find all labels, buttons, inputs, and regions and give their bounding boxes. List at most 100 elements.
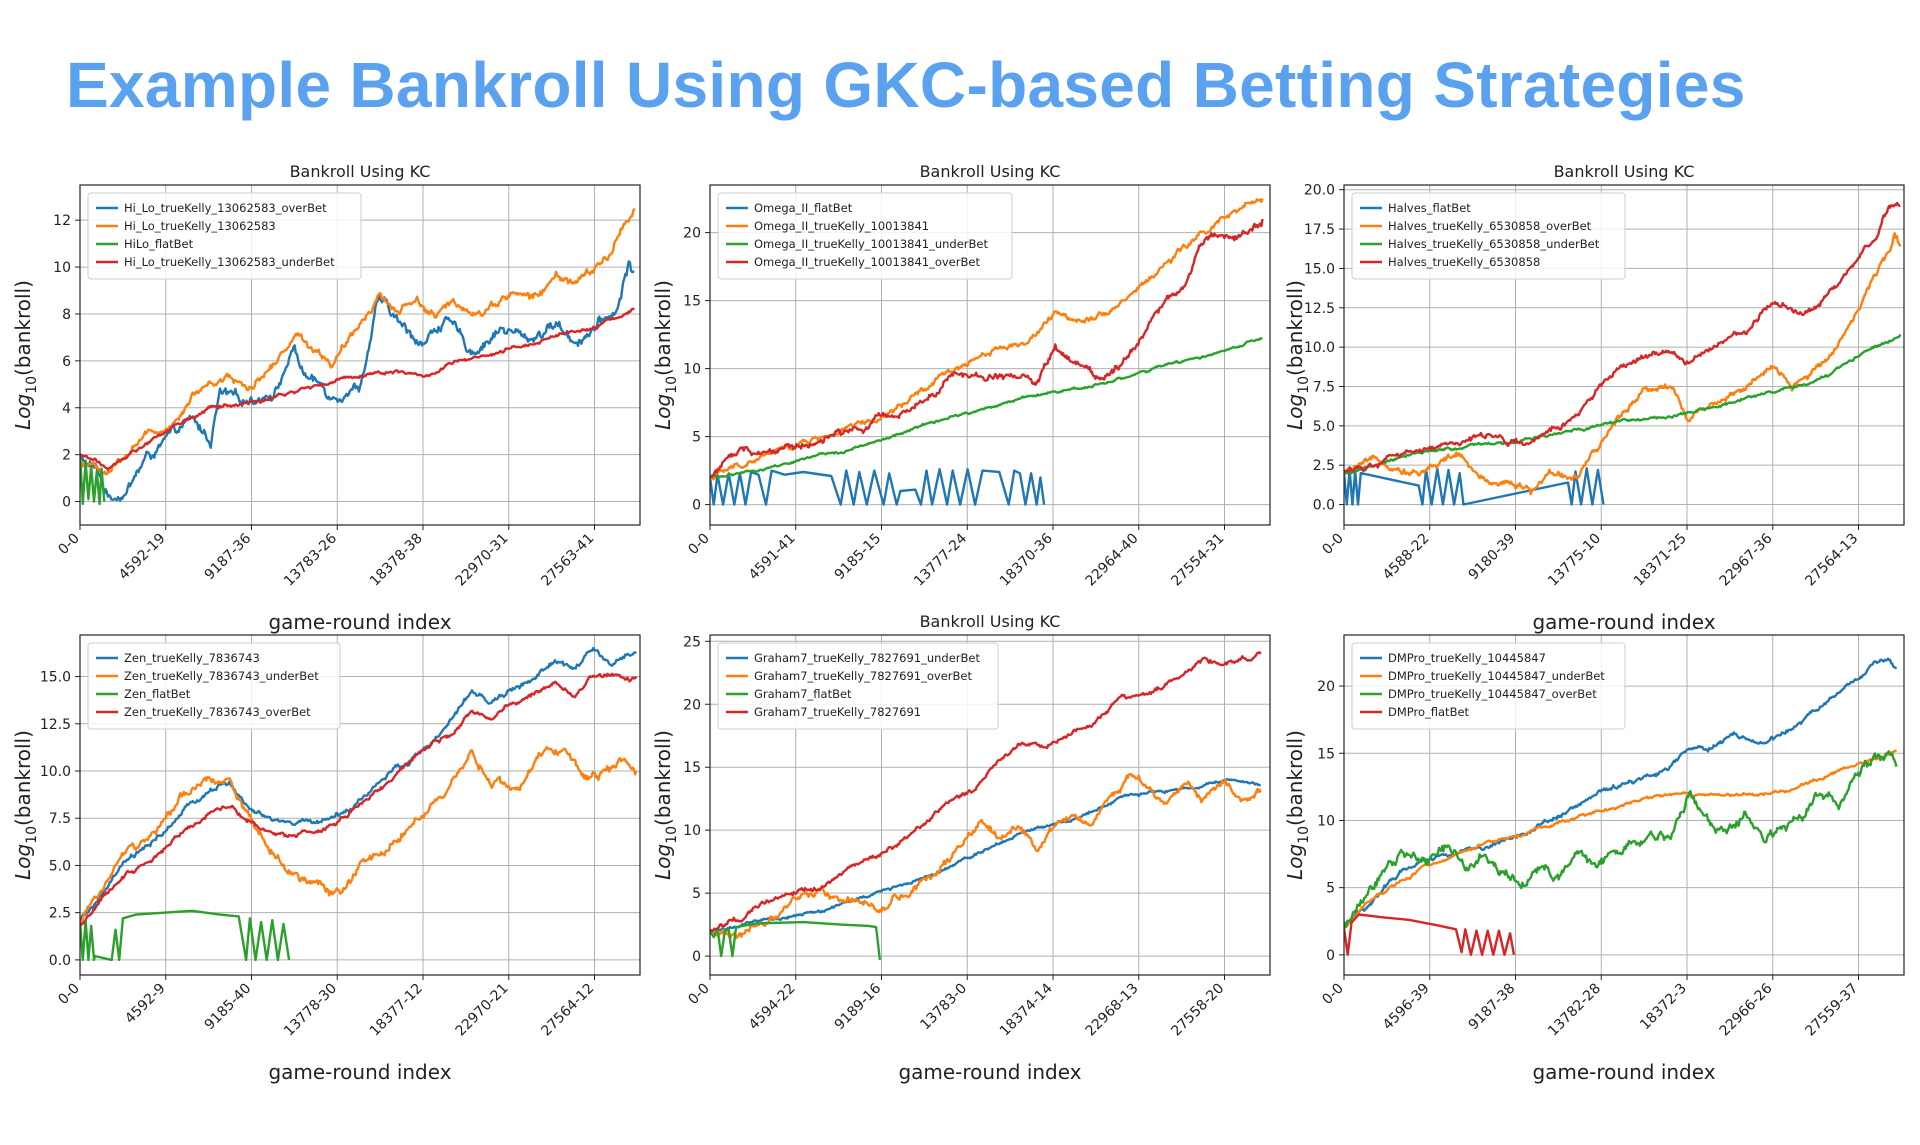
chart-title: Bankroll Using KC: [290, 162, 431, 181]
series-line-green: [1344, 333, 1902, 475]
plot-area: [1344, 201, 1902, 506]
x-tick-label: 4596-39: [1380, 981, 1433, 1034]
y-tick-label: 15: [683, 294, 701, 310]
y-tick-label: 12: [53, 213, 71, 229]
x-tick-label: 9180-39: [1466, 531, 1519, 584]
y-tick-label: 15.0: [1304, 261, 1335, 277]
y-tick-label: 2.5: [49, 906, 71, 922]
series-line-green: [80, 454, 106, 506]
plot-frame: [709, 634, 1271, 976]
x-tick-label: 27563-41: [538, 531, 597, 590]
x-tick-label: 22966-26: [1717, 980, 1776, 1039]
y-tick-label: 10: [683, 823, 701, 839]
series-line-red: [80, 672, 638, 927]
x-tick-label: 27558-20: [1168, 981, 1227, 1040]
y-tick-label: 15: [1317, 746, 1335, 762]
series-line-red: [710, 218, 1264, 479]
x-tick-label: 22970-31: [453, 531, 512, 590]
series-line-blue: [710, 778, 1261, 932]
slide-title: Example Bankroll Using GKC-based Betting…: [66, 49, 1746, 121]
y-tick-label: 15.0: [40, 670, 71, 686]
legend-label: Hi_Lo_trueKelly_13062583_underBet: [124, 255, 335, 269]
series-line-orange: [80, 746, 638, 925]
y-tick-label: 5: [692, 886, 701, 902]
chart-title: Bankroll Using KC: [1554, 162, 1695, 181]
y-axis-label: Log10(bankroll): [11, 730, 40, 880]
chart-panel-1: Bankroll Using KC 0 2 4 6 8 10 12 0-0 4592-19 9187…: [8, 155, 648, 695]
plot-area: [710, 651, 1262, 961]
x-tick-label: 22964-40: [1083, 531, 1142, 590]
legend-label: Omega_II_flatBet: [754, 201, 853, 215]
x-tick-label: 9187-38: [1466, 981, 1519, 1034]
x-tick-label: 18371-25: [1631, 531, 1690, 590]
y-tick-label: 4: [62, 401, 71, 417]
y-axis: 0 5 10 15 20: [1317, 679, 1904, 964]
y-tick-label: 12.5: [1304, 301, 1335, 317]
series-line-blue: [80, 646, 637, 922]
y-axis-label: Log10(bankroll): [11, 280, 40, 430]
y-tick-label: 25: [683, 634, 701, 650]
chart-4: 0.0 2.5 5.0 7.5 10.0 12.5 15.0 0-0 4592-9 9185-40…: [11, 634, 641, 1084]
series-line-orange: [1344, 232, 1902, 496]
legend: Halves_flatBet Halves_trueKelly_6530858_o…: [1351, 192, 1626, 280]
series-line-green: [80, 909, 291, 962]
series-line-red: [1344, 913, 1516, 956]
legend: DMPro_trueKelly_10445847 DMPro_trueKelly_…: [1351, 642, 1626, 730]
legend-label: Halves_trueKelly_6530858_overBet: [1388, 219, 1592, 233]
series-line-blue: [710, 468, 1046, 506]
x-tick-label: 27564-12: [538, 981, 597, 1040]
legend-label: HiLo_flatBet: [124, 237, 194, 251]
x-tick-label: 13778-30: [281, 981, 340, 1040]
legend-label: Zen_trueKelly_7836743_overBet: [124, 705, 311, 719]
chart-panel-2: Bankroll Using KC 0 5 10 15 20 0-0 4591-41 9185-…: [648, 155, 1288, 695]
chart-panel-4: 0.0 2.5 5.0 7.5 10.0 12.5 15.0 0-0 4592-9 9185-40…: [8, 605, 648, 1145]
plot-frame: [709, 184, 1271, 526]
y-tick-label: 20.0: [1304, 183, 1335, 199]
series-line-red: [80, 307, 635, 471]
x-tick-label: 9185-15: [832, 531, 885, 584]
x-tick-label: 4588-22: [1380, 531, 1433, 584]
plot-frame: [79, 184, 641, 526]
x-tick-label: 22968-13: [1083, 981, 1142, 1040]
y-tick-label: 5.0: [1313, 419, 1335, 435]
legend-label: DMPro_flatBet: [1388, 705, 1470, 719]
y-tick-label: 5: [692, 430, 701, 446]
y-tick-label: 10: [683, 362, 701, 378]
y-tick-label: 0: [62, 495, 71, 511]
legend-label: Halves_trueKelly_6530858_underBet: [1388, 237, 1600, 251]
legend-label: Hi_Lo_trueKelly_13062583_overBet: [124, 201, 327, 215]
y-tick-label: 0: [692, 498, 701, 514]
plot-area: [80, 646, 638, 962]
x-tick-label: 13775-10: [1545, 531, 1604, 590]
y-axis: 0.0 2.5 5.0 7.5 10.0 12.5 15.0 17.5 20.0: [1304, 183, 1904, 514]
plot-frame: [79, 634, 641, 976]
chart-6: 0 5 10 15 20 0-0 4596-39 9187-38 13782-28 18372-3…: [1283, 634, 1905, 1084]
series-line-blue: [1344, 657, 1898, 928]
x-tick-label: 27564-13: [1802, 531, 1861, 590]
x-tick-label: 18377-12: [367, 981, 426, 1040]
chart-panel-3: Bankroll Using KC 0.0 2.5 5.0 7.5 10.0 12.5 15.…: [1280, 155, 1920, 695]
y-tick-label: 20: [1317, 679, 1335, 695]
y-tick-label: 6: [62, 354, 71, 370]
series-line-blue: [1344, 467, 1605, 506]
legend-label: Zen_trueKelly_7836743_underBet: [124, 669, 319, 683]
y-tick-label: 2: [62, 448, 71, 464]
x-tick-label: 0-0: [1319, 531, 1346, 558]
x-tick-label: 0-0: [55, 981, 82, 1008]
legend-label: DMPro_trueKelly_10445847_underBet: [1388, 669, 1605, 683]
chart-5: Bankroll Using KC 0 5 10 15 20 25 0-0 4594-22 918…: [651, 612, 1271, 1084]
legend-box: [1351, 642, 1626, 730]
series-line-green: [710, 337, 1263, 479]
y-tick-label: 0: [1326, 948, 1335, 964]
y-tick-label: 10: [1317, 813, 1335, 829]
chart-3: Bankroll Using KC 0.0 2.5 5.0 7.5 10.0 12.5 15.…: [1283, 162, 1905, 634]
x-tick-label: 0-0: [1319, 981, 1346, 1008]
legend-label: DMPro_trueKelly_10445847_overBet: [1388, 687, 1597, 701]
y-tick-label: 17.5: [1304, 222, 1335, 238]
x-tick-label: 9185-40: [202, 981, 255, 1034]
y-tick-label: 10.0: [1304, 340, 1335, 356]
legend-label: Zen_flatBet: [124, 687, 191, 701]
chart-title: Bankroll Using KC: [920, 612, 1061, 631]
y-tick-label: 5.0: [49, 858, 71, 874]
x-tick-label: 27554-31: [1168, 531, 1227, 590]
